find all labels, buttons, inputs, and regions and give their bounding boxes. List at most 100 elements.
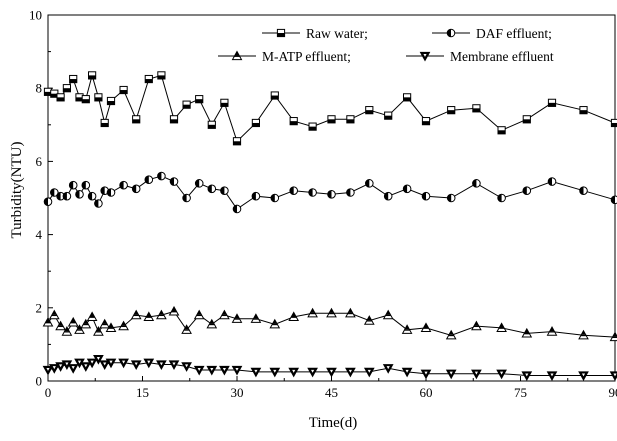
data-point xyxy=(132,361,141,369)
x-tick-label: 0 xyxy=(45,385,52,400)
data-point xyxy=(107,189,115,197)
data-point xyxy=(69,181,77,189)
legend: Raw water; DAF effluent; M-ATP effluent; Me… xyxy=(218,26,554,64)
data-point xyxy=(88,312,97,320)
data-point xyxy=(207,320,216,328)
data-point xyxy=(290,187,298,195)
data-point xyxy=(580,187,588,195)
legend-item-2: M-ATP effluent; xyxy=(218,49,351,64)
data-point xyxy=(611,119,617,126)
data-point xyxy=(57,94,64,101)
data-point xyxy=(309,123,316,130)
legend-label: DAF effluent; xyxy=(476,26,552,41)
data-point xyxy=(473,180,481,188)
data-point xyxy=(56,322,65,330)
data-point xyxy=(132,311,141,319)
data-point xyxy=(170,178,178,186)
data-point xyxy=(233,205,241,213)
data-point xyxy=(422,118,429,125)
data-point xyxy=(183,194,191,202)
x-tick-label: 45 xyxy=(325,385,338,400)
data-point xyxy=(385,112,392,119)
data-point xyxy=(252,192,260,200)
series-line xyxy=(48,75,615,141)
y-axis-label: Turbidity(NTU) xyxy=(9,142,25,239)
data-point xyxy=(384,311,393,319)
legend-item-0: Raw water; xyxy=(262,26,368,41)
data-point xyxy=(498,127,505,134)
data-point xyxy=(50,311,59,319)
data-point xyxy=(422,192,430,200)
data-point xyxy=(403,185,411,193)
data-point xyxy=(347,189,355,197)
data-point xyxy=(523,116,530,123)
data-point xyxy=(366,107,373,114)
data-point xyxy=(473,105,480,112)
data-point xyxy=(208,185,216,193)
data-point xyxy=(63,85,70,92)
data-point xyxy=(448,107,455,114)
legend-item-1: DAF effluent; xyxy=(432,26,552,41)
series-2 xyxy=(44,307,617,341)
data-point xyxy=(548,178,556,186)
data-point xyxy=(145,176,153,184)
data-point xyxy=(290,118,297,125)
series-1 xyxy=(44,172,617,213)
data-point xyxy=(101,119,108,126)
data-point xyxy=(76,191,84,199)
series-3 xyxy=(44,355,617,380)
data-point xyxy=(44,198,52,206)
data-point xyxy=(523,187,531,195)
data-point xyxy=(81,363,90,371)
x-axis-label: Time(d) xyxy=(309,415,358,431)
data-point xyxy=(422,323,431,331)
data-point xyxy=(252,119,259,126)
data-point xyxy=(145,75,152,82)
data-point xyxy=(611,196,617,204)
y-tick-label: 6 xyxy=(36,154,43,169)
data-point xyxy=(63,192,71,200)
x-tick-label: 90 xyxy=(609,385,617,400)
data-point xyxy=(447,194,455,202)
data-point xyxy=(328,116,335,123)
data-point xyxy=(195,311,204,319)
data-point xyxy=(95,200,103,208)
data-point xyxy=(221,187,229,195)
y-tick-label: 4 xyxy=(36,227,43,242)
data-point xyxy=(132,185,140,193)
x-tick-label: 30 xyxy=(231,385,244,400)
data-point xyxy=(580,107,587,114)
data-point xyxy=(170,307,179,315)
data-point xyxy=(120,86,127,93)
data-point xyxy=(69,318,78,326)
legend-marker xyxy=(447,29,455,37)
data-point xyxy=(95,94,102,101)
data-point xyxy=(70,75,77,82)
data-point xyxy=(271,194,279,202)
data-point xyxy=(120,181,128,189)
data-point xyxy=(89,72,96,79)
data-point xyxy=(328,191,336,199)
data-point xyxy=(88,192,96,200)
data-point xyxy=(82,96,89,103)
data-point xyxy=(158,72,165,79)
data-point xyxy=(133,116,140,123)
data-point xyxy=(158,172,166,180)
legend-item-3: Membrane effluent xyxy=(406,49,554,64)
data-point xyxy=(498,194,506,202)
data-point xyxy=(208,121,215,128)
x-tick-label: 75 xyxy=(514,385,527,400)
legend-marker xyxy=(277,29,284,36)
data-point xyxy=(366,180,374,188)
y-tick-label: 0 xyxy=(36,374,43,389)
y-tick-label: 10 xyxy=(29,8,42,23)
series-0 xyxy=(44,72,617,145)
data-point xyxy=(69,365,78,373)
data-point xyxy=(271,92,278,99)
data-point xyxy=(548,99,555,106)
data-point xyxy=(548,327,557,335)
data-point xyxy=(195,180,203,188)
